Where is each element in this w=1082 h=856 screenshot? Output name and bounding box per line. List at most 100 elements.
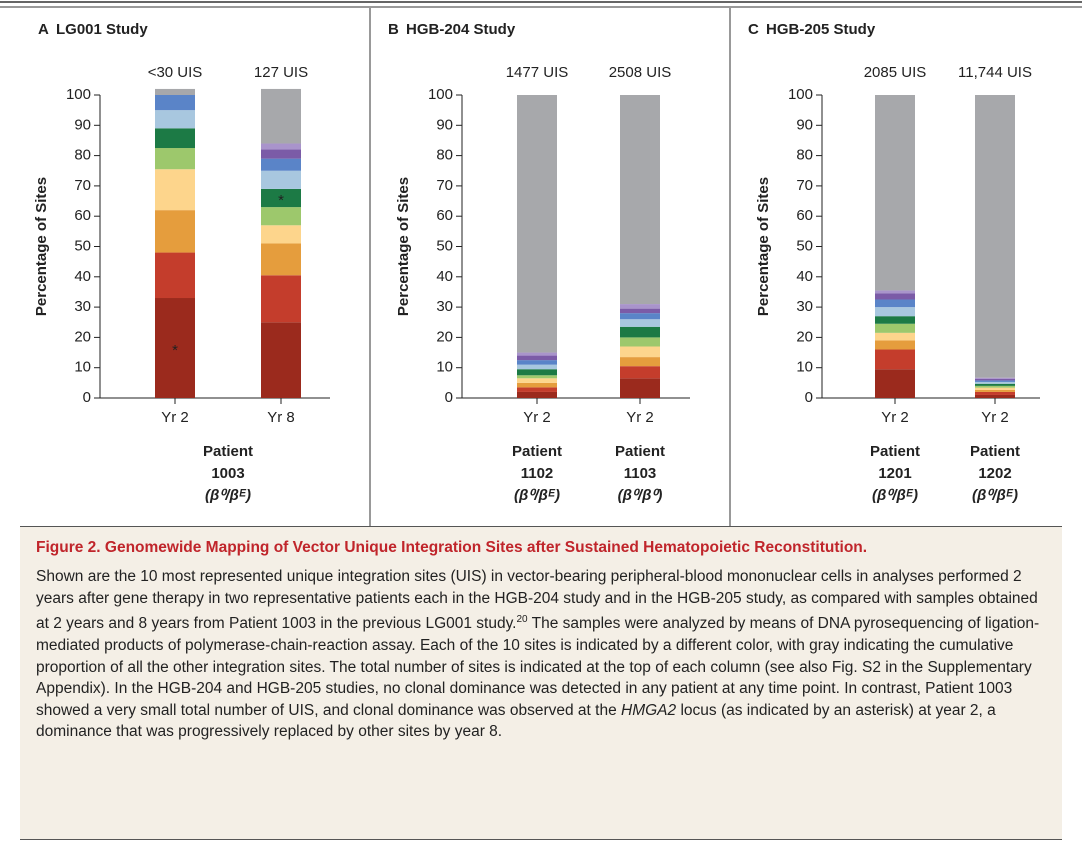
y-tick-label: 0: [445, 389, 453, 406]
y-tick-label: 40: [796, 268, 813, 285]
y-tick-label: 70: [74, 177, 91, 194]
bar-segment: [517, 382, 557, 388]
y-tick-label: 20: [436, 328, 453, 345]
bar-segment: [261, 88, 301, 144]
bar-segment: [517, 360, 557, 365]
y-tick-label: 30: [436, 298, 453, 315]
bar-segment: [975, 383, 1015, 386]
patient-id: 1102: [521, 465, 554, 482]
panel-label: A: [38, 21, 49, 38]
bar-segment: [155, 210, 195, 253]
bar-segment: [875, 316, 915, 324]
bar-segment: [517, 95, 557, 353]
column-label: 2508 UIS: [609, 64, 672, 81]
bar-segment: [155, 169, 195, 211]
column-label: 1477 UIS: [506, 64, 569, 81]
bar-segment: [517, 378, 557, 383]
y-tick-label: 20: [796, 328, 813, 345]
patient-genotype: (β⁰/β⁰): [618, 487, 663, 504]
patient-label: Patient: [203, 443, 253, 460]
y-tick-label: 0: [805, 389, 813, 406]
bar-segment: [620, 337, 660, 347]
bar-segment: [517, 391, 557, 398]
patient-label: Patient: [870, 443, 920, 460]
patient-genotype: (β⁰/βᴱ): [872, 487, 918, 504]
y-tick-label: 60: [74, 207, 91, 224]
y-tick-label: 70: [796, 177, 813, 194]
bar-segment: [875, 290, 915, 294]
y-tick-label: 0: [83, 389, 91, 406]
y-tick-label: 80: [74, 147, 91, 164]
bar-segment: [875, 369, 915, 398]
y-tick-label: 90: [74, 116, 91, 133]
y-tick-label: 60: [436, 207, 453, 224]
gene-name: HMGA2: [621, 701, 677, 719]
bar-segment: [875, 340, 915, 350]
bar-segment: [975, 95, 1015, 378]
bar-segment: [155, 128, 195, 149]
bar-segment: [875, 95, 915, 291]
bar-segment: [517, 375, 557, 379]
bar-segment: [620, 357, 660, 367]
bar-segment: [155, 148, 195, 170]
caption-text: locus (as indicated by an asterisk) at y…: [36, 701, 996, 741]
bar-segment: [975, 394, 1015, 398]
bar-segment: [155, 298, 195, 398]
bar-segment: [261, 158, 301, 171]
y-tick-label: 50: [74, 237, 91, 254]
bar-segment: [261, 170, 301, 189]
y-tick-label: 10: [74, 359, 91, 376]
bar-segment: [875, 323, 915, 333]
bar-segment: [620, 326, 660, 338]
bar-segment: [620, 304, 660, 309]
y-axis-title: Percentage of Sites: [33, 177, 50, 316]
panel-label: B: [388, 21, 399, 38]
bar-segment: [975, 387, 1015, 390]
y-tick-label: 10: [796, 359, 813, 376]
bar-segment: [975, 378, 1015, 381]
bar-segment: [261, 322, 301, 398]
bar-segment: [875, 307, 915, 317]
y-tick-label: 40: [436, 268, 453, 285]
y-tick-label: 40: [74, 268, 91, 285]
bar-segment: [261, 143, 301, 150]
y-tick-label: 100: [66, 86, 91, 103]
caption-text: The samples were analyzed by means of DN…: [36, 615, 1040, 719]
y-axis-title: Percentage of Sites: [755, 177, 772, 316]
x-tick-label: Yr 2: [881, 409, 909, 426]
patient-label: Patient: [512, 443, 562, 460]
patient-id: 1103: [624, 465, 657, 482]
patient-genotype: (β⁰/βᴱ): [514, 487, 560, 504]
bar-segment: [261, 275, 301, 323]
caption-title: Figure 2. Genomewide Mapping of Vector U…: [36, 539, 868, 556]
patient-genotype: (β⁰/βᴱ): [205, 487, 251, 504]
bar-segment: [620, 378, 660, 398]
bar-segment: [975, 377, 1015, 379]
bar-segment: [975, 385, 1015, 388]
bar-segment: [155, 95, 195, 111]
patient-id: 1201: [878, 465, 911, 482]
column-label: 2085 UIS: [864, 64, 927, 81]
bar-segment: [620, 308, 660, 314]
column-label: 127 UIS: [254, 64, 308, 81]
x-tick-label: Yr 2: [981, 409, 1009, 426]
panel-label: C: [748, 21, 759, 38]
y-tick-label: 80: [436, 147, 453, 164]
y-tick-label: 50: [436, 237, 453, 254]
figure: A LG001 Study Percentage of Sites 0 10 20 30 40…: [0, 1, 1082, 526]
x-tick-label: Yr 8: [267, 409, 295, 426]
patient-id: 1003: [211, 465, 244, 482]
bar-segment: [620, 366, 660, 379]
y-tick-label: 60: [796, 207, 813, 224]
bar-segment: [155, 110, 195, 129]
bar-segment: [261, 243, 301, 276]
bar-segment: [261, 225, 301, 244]
bar-segment: [517, 355, 557, 361]
bar-segment: [975, 381, 1015, 384]
patient-id: 1202: [978, 465, 1011, 482]
bar-segment: [261, 149, 301, 159]
y-tick-label: 30: [74, 298, 91, 315]
reference: 20: [516, 614, 528, 626]
bar-segment: [620, 346, 660, 358]
y-tick-label: 20: [74, 328, 91, 345]
